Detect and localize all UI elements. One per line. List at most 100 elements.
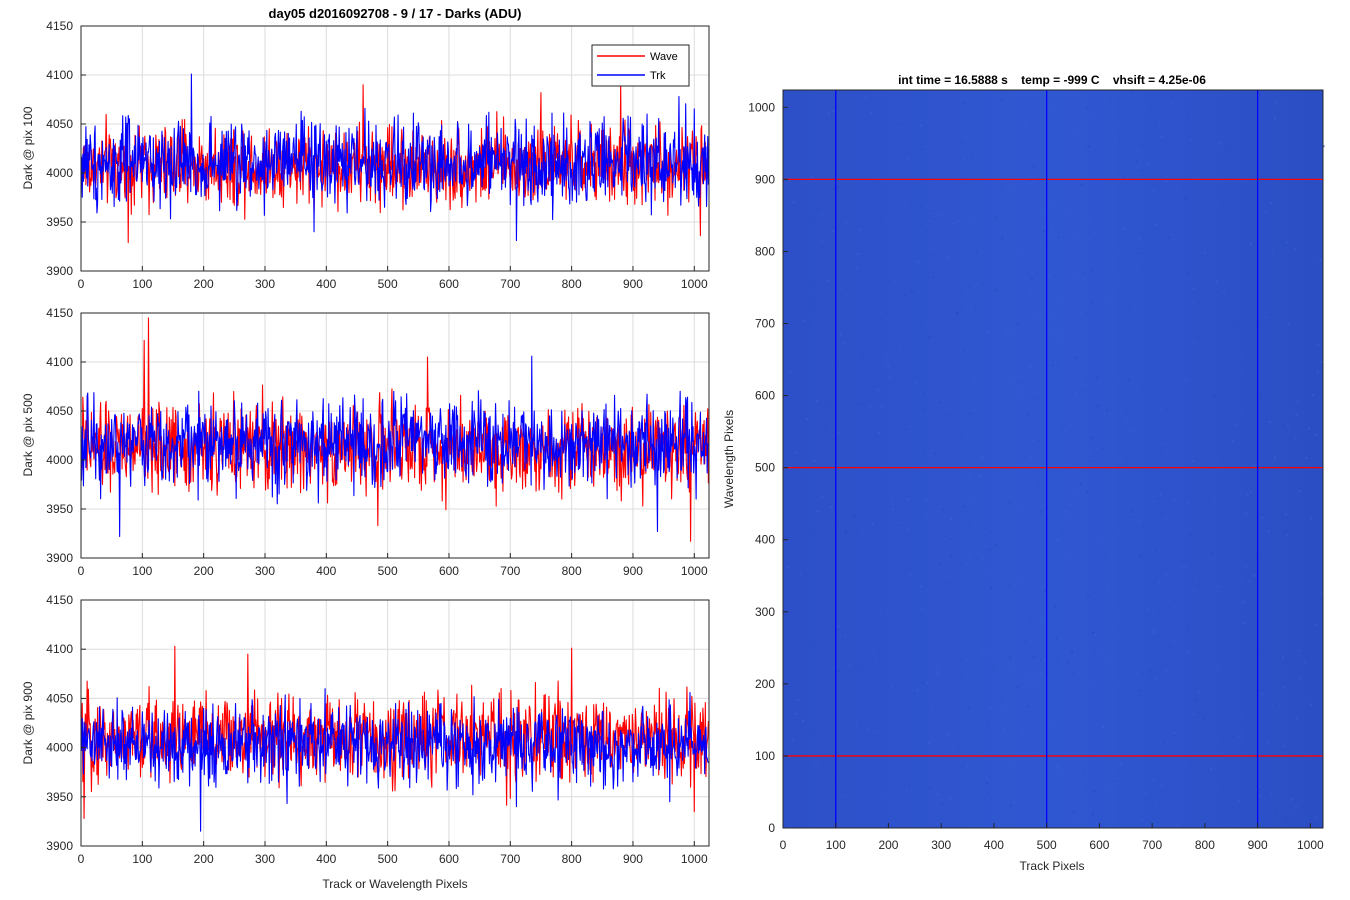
- noise-pixel: [1312, 125, 1315, 128]
- noise-pixel: [965, 438, 968, 441]
- noise-pixel: [924, 408, 927, 411]
- noise-pixel: [1092, 207, 1095, 210]
- x-tick-label: 400: [316, 564, 336, 578]
- noise-pixel: [1261, 516, 1264, 519]
- noise-pixel: [1305, 456, 1308, 459]
- noise-pixel: [1095, 244, 1098, 246]
- noise-pixel: [808, 529, 811, 532]
- noise-pixel: [794, 210, 797, 213]
- noise-pixel: [1022, 391, 1025, 394]
- noise-pixel: [1030, 686, 1033, 689]
- y-tick-label: 4050: [46, 404, 73, 418]
- noise-pixel: [1170, 341, 1173, 344]
- marker-lines: [783, 90, 1323, 828]
- image-x-label: Track Pixels: [1020, 859, 1085, 873]
- noise-pixel: [1314, 433, 1317, 436]
- noise-pixel: [1190, 764, 1193, 767]
- noise-pixel: [1158, 580, 1160, 583]
- noise-pixel: [828, 822, 830, 824]
- noise-pixel: [1184, 197, 1187, 200]
- noise-pixel: [861, 623, 864, 626]
- noise-pixel: [1040, 510, 1043, 513]
- noise-pixel: [1062, 528, 1065, 531]
- noise-pixel: [917, 260, 920, 263]
- noise-pixel: [928, 786, 931, 789]
- noise-pixel: [1203, 251, 1206, 254]
- noise-pixel: [1007, 188, 1009, 190]
- noise-pixel: [990, 530, 993, 533]
- noise-pixel: [1195, 577, 1198, 580]
- noise-pixel: [966, 764, 968, 767]
- noise-pixel: [804, 108, 807, 111]
- noise-pixel: [1252, 331, 1255, 333]
- y-tick-label: 3900: [46, 839, 73, 853]
- noise-pixel: [1278, 656, 1281, 659]
- noise-pixel: [829, 618, 832, 621]
- noise-pixel: [1051, 753, 1054, 755]
- noise-pixel: [949, 239, 952, 242]
- dark-frame-image: int time = 16.5888 s temp = -999 C vhsif…: [722, 73, 1325, 873]
- noise-pixel: [1066, 662, 1069, 665]
- noise-pixel: [833, 171, 836, 174]
- noise-pixel: [1163, 442, 1166, 445]
- noise-pixel: [1187, 625, 1190, 628]
- noise-pixel: [1167, 503, 1170, 506]
- noise-pixel: [1164, 599, 1167, 602]
- noise-pixel: [1083, 772, 1086, 775]
- noise-pixel: [871, 631, 873, 634]
- noise-pixel: [1139, 264, 1142, 267]
- noise-pixel: [1162, 740, 1165, 743]
- noise-pixel: [1024, 122, 1027, 124]
- noise-pixel: [1193, 589, 1195, 591]
- noise-pixel: [1215, 608, 1218, 611]
- noise-pixel: [874, 659, 877, 662]
- noise-pixel: [920, 148, 923, 151]
- noise-pixel: [985, 781, 988, 784]
- noise-pixel: [1037, 484, 1040, 487]
- noise-pixel: [1137, 149, 1140, 152]
- noise-pixel: [1061, 428, 1064, 431]
- noise-pixel: [962, 350, 965, 352]
- noise-pixel: [1295, 414, 1298, 416]
- noise-pixel: [1195, 774, 1198, 777]
- noise-pixel: [1297, 400, 1300, 403]
- noise-pixel: [925, 228, 928, 231]
- noise-pixel: [921, 682, 924, 685]
- noise-pixel: [1041, 212, 1044, 214]
- noise-pixel: [1317, 249, 1320, 252]
- noise-pixel: [932, 254, 935, 257]
- x-tick-label: 700: [500, 852, 520, 866]
- noise-pixel: [1009, 656, 1012, 659]
- noise-pixel: [994, 543, 997, 546]
- noise-pixel: [869, 405, 872, 408]
- noise-pixel: [1206, 495, 1209, 498]
- x-tick-label: 600: [439, 564, 459, 578]
- x-tick-label: 900: [623, 277, 643, 291]
- noise-pixel: [859, 665, 862, 668]
- noise-pixel: [986, 777, 988, 780]
- x-axis-label: Track or Wavelength Pixels: [322, 877, 467, 891]
- noise-pixel: [1173, 734, 1176, 737]
- noise-pixel: [1246, 493, 1249, 496]
- noise-pixel: [1137, 252, 1140, 255]
- noise-pixel: [1078, 467, 1081, 470]
- noise-pixel: [887, 365, 890, 368]
- noise-pixel: [1168, 236, 1171, 239]
- noise-pixel: [1286, 534, 1289, 537]
- noise-pixel: [1147, 608, 1150, 611]
- noise-pixel: [1023, 634, 1025, 636]
- noise-pixel: [1248, 409, 1251, 412]
- noise-pixel: [892, 508, 895, 511]
- noise-pixel: [855, 723, 858, 726]
- noise-pixel: [1173, 499, 1176, 502]
- noise-pixel: [1010, 665, 1013, 668]
- noise-pixel: [867, 728, 870, 731]
- noise-pixel: [784, 714, 787, 716]
- noise-pixel: [1056, 539, 1059, 542]
- noise-pixel: [928, 220, 931, 222]
- noise-pixel: [1244, 578, 1247, 581]
- noise-pixel: [1185, 565, 1188, 568]
- noise-pixel: [1018, 577, 1021, 580]
- noise-pixel: [974, 380, 977, 383]
- noise-pixel: [880, 405, 883, 408]
